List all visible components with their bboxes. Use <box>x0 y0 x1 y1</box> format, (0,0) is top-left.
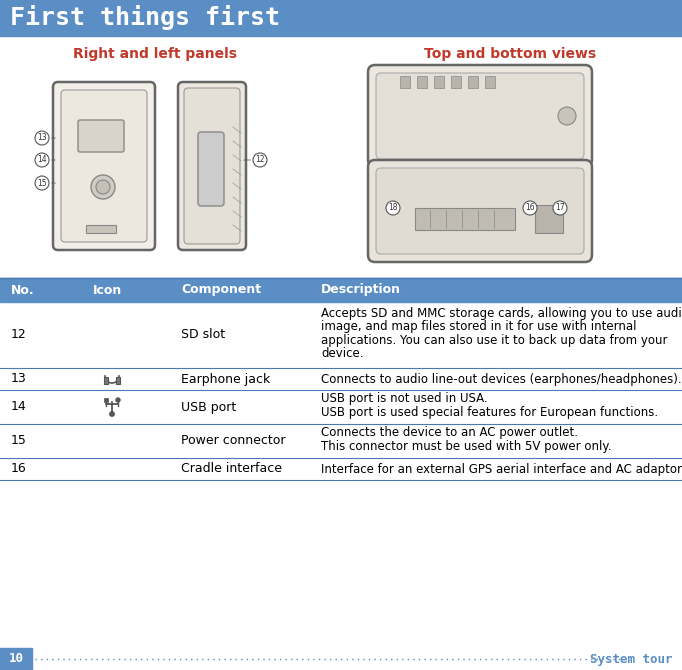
Text: 14: 14 <box>11 401 27 413</box>
Circle shape <box>91 175 115 199</box>
Bar <box>400 76 410 88</box>
FancyBboxPatch shape <box>198 132 224 206</box>
Text: 17: 17 <box>555 204 565 212</box>
Text: 16: 16 <box>11 462 27 476</box>
Text: System tour: System tour <box>589 653 672 665</box>
Bar <box>0 648 32 670</box>
Text: Cradle interface: Cradle interface <box>181 462 282 476</box>
Bar <box>116 377 120 384</box>
FancyBboxPatch shape <box>53 82 155 250</box>
Text: 16: 16 <box>525 204 535 212</box>
Text: Right and left panels: Right and left panels <box>73 47 237 61</box>
Circle shape <box>386 201 400 215</box>
Text: 12: 12 <box>255 155 265 165</box>
Bar <box>485 76 495 88</box>
Text: Description: Description <box>321 283 401 297</box>
FancyBboxPatch shape <box>78 120 124 152</box>
Bar <box>535 205 563 233</box>
Text: Earphone jack: Earphone jack <box>181 373 270 385</box>
Circle shape <box>35 176 49 190</box>
Text: Interface for an external GPS aerial interface and AC adaptor.: Interface for an external GPS aerial int… <box>321 462 682 476</box>
Circle shape <box>35 153 49 167</box>
Text: Connects to audio line-out devices (earphones/headphones).: Connects to audio line-out devices (earp… <box>321 373 681 385</box>
Circle shape <box>523 201 537 215</box>
Text: Component: Component <box>181 283 261 297</box>
Text: Top and bottom views: Top and bottom views <box>424 47 596 61</box>
Text: 15: 15 <box>11 435 27 448</box>
Circle shape <box>96 180 110 194</box>
Text: This connector must be used with 5V power only.: This connector must be used with 5V powe… <box>321 440 612 453</box>
Text: 18: 18 <box>388 204 398 212</box>
FancyBboxPatch shape <box>61 90 147 242</box>
Text: 10: 10 <box>8 653 23 665</box>
Text: Accepts SD and MMC storage cards, allowing you to use audio,: Accepts SD and MMC storage cards, allowi… <box>321 307 682 320</box>
Text: First things first: First things first <box>10 5 280 31</box>
Text: USB port: USB port <box>181 401 236 413</box>
Circle shape <box>110 412 114 416</box>
Bar <box>415 208 515 230</box>
Bar <box>451 76 461 88</box>
Bar <box>86 225 116 233</box>
Circle shape <box>35 131 49 145</box>
Text: 14: 14 <box>38 155 47 165</box>
FancyBboxPatch shape <box>178 82 246 250</box>
Text: SD slot: SD slot <box>181 328 225 342</box>
Circle shape <box>253 153 267 167</box>
Circle shape <box>553 201 567 215</box>
Bar <box>468 76 478 88</box>
Text: Connects the device to an AC power outlet.: Connects the device to an AC power outle… <box>321 426 578 440</box>
Circle shape <box>116 398 120 402</box>
Bar <box>0 278 682 302</box>
Text: 13: 13 <box>11 373 27 385</box>
FancyBboxPatch shape <box>368 65 592 167</box>
FancyBboxPatch shape <box>376 73 584 159</box>
Text: 15: 15 <box>38 178 47 188</box>
Circle shape <box>558 107 576 125</box>
FancyBboxPatch shape <box>184 88 240 244</box>
Bar <box>0 0 682 36</box>
FancyBboxPatch shape <box>376 168 584 254</box>
Bar <box>104 377 108 384</box>
Text: applications. You can also use it to back up data from your: applications. You can also use it to bac… <box>321 334 668 347</box>
Text: 12: 12 <box>11 328 27 342</box>
Text: image, and map files stored in it for use with internal: image, and map files stored in it for us… <box>321 320 636 334</box>
Text: USB port is used special features for European functions.: USB port is used special features for Eu… <box>321 406 658 419</box>
Text: USB port is not used in USA.: USB port is not used in USA. <box>321 393 488 405</box>
Bar <box>104 398 108 402</box>
Text: Power connector: Power connector <box>181 435 286 448</box>
Text: Icon: Icon <box>93 283 122 297</box>
Bar <box>417 76 427 88</box>
Bar <box>434 76 444 88</box>
Text: No.: No. <box>11 283 35 297</box>
FancyBboxPatch shape <box>368 160 592 262</box>
Text: 13: 13 <box>38 133 47 143</box>
Text: device.: device. <box>321 348 364 360</box>
